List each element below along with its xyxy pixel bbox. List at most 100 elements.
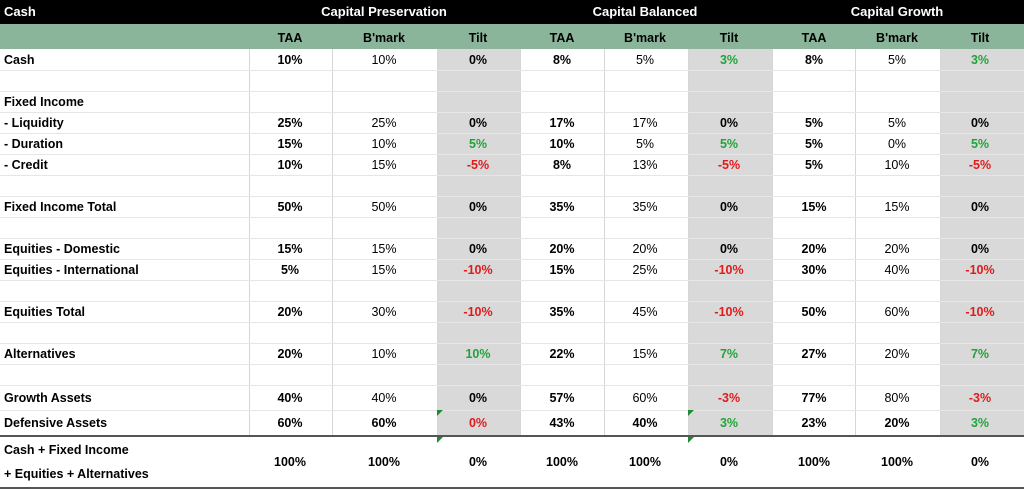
group-title: Capital Growth [850, 4, 944, 19]
row-divider [0, 259, 1024, 260]
table-cell: 0% [468, 242, 488, 256]
table-cell: 40% [632, 416, 658, 430]
column-divider [940, 49, 941, 436]
table-cell: -5% [717, 158, 741, 172]
table-cell: -10% [714, 305, 744, 319]
table-cell: -10% [965, 305, 995, 319]
table-cell: 5% [804, 116, 824, 130]
table-cell: 10% [884, 158, 910, 172]
row-label: Equities Total [4, 305, 86, 319]
table-cell: 15% [277, 242, 303, 256]
column-divider [688, 49, 689, 436]
table-cell: 27% [801, 347, 827, 361]
column-divider [772, 49, 773, 436]
row-divider [0, 280, 1024, 281]
table-cell: -10% [463, 263, 493, 277]
column-header: TAA [801, 31, 827, 45]
table-cell: 40% [884, 263, 910, 277]
comment-marker-icon[interactable] [688, 410, 694, 416]
table-cell: 43% [549, 416, 575, 430]
row-label: Fixed Income [4, 95, 84, 109]
table-cell: 3% [970, 416, 990, 430]
row-divider [0, 322, 1024, 323]
table-cell: 50% [371, 200, 397, 214]
row-divider [0, 91, 1024, 92]
table-cell: 25% [632, 263, 658, 277]
table-cell: -5% [968, 158, 992, 172]
table-cell: 20% [277, 347, 303, 361]
column-header: Tilt [719, 31, 739, 45]
table-cell: 10% [277, 158, 303, 172]
comment-marker-icon[interactable] [437, 437, 443, 443]
table-cell: 15% [801, 200, 827, 214]
table-cell: 35% [632, 200, 658, 214]
table-cell: 60% [632, 391, 658, 405]
row-label: Equities - Domestic [4, 242, 120, 256]
group-title: Capital Preservation [321, 4, 447, 19]
table-cell: -10% [965, 263, 995, 277]
table-cell: 15% [549, 263, 575, 277]
table-cell: 15% [632, 347, 658, 361]
table-cell: -10% [714, 263, 744, 277]
row-divider [0, 175, 1024, 176]
row-label: - Duration [4, 137, 64, 151]
table-cell: 0% [468, 391, 488, 405]
table-cell: 45% [632, 305, 658, 319]
table-cell: 0% [468, 116, 488, 130]
table-cell: 7% [719, 347, 739, 361]
table-cell: 20% [884, 416, 910, 430]
table-cell: 30% [371, 305, 397, 319]
total-cell: 100% [546, 455, 578, 469]
table-cell: 0% [719, 242, 739, 256]
table-cell: 5% [635, 53, 655, 67]
row-divider [0, 70, 1024, 71]
tilt-column-band [437, 49, 520, 436]
row-label: - Liquidity [4, 116, 64, 130]
row-label: Equities - International [4, 263, 139, 277]
header-row [0, 0, 1024, 24]
total-cell: 0% [468, 455, 488, 469]
table-cell: 20% [549, 242, 575, 256]
column-header: Tilt [970, 31, 990, 45]
table-cell: 20% [801, 242, 827, 256]
table-cell: 3% [719, 416, 739, 430]
row-divider [0, 217, 1024, 218]
total-cell: 100% [274, 455, 306, 469]
column-header: Tilt [468, 31, 488, 45]
subheader-row [0, 24, 1024, 49]
table-cell: 15% [277, 137, 303, 151]
table-cell: -10% [463, 305, 493, 319]
table-cell: 5% [804, 158, 824, 172]
table-cell: 17% [632, 116, 658, 130]
table-cell: 5% [887, 53, 907, 67]
comment-marker-icon[interactable] [437, 410, 443, 416]
table-cell: 20% [632, 242, 658, 256]
table-cell: 0% [887, 137, 907, 151]
table-cell: 23% [801, 416, 827, 430]
column-header: B'mark [876, 31, 918, 45]
table-cell: -3% [968, 391, 992, 405]
row-divider [0, 301, 1024, 302]
table-cell: 20% [277, 305, 303, 319]
total-label-line1: Cash + Fixed Income [4, 443, 129, 457]
table-cell: 35% [549, 200, 575, 214]
row-label: - Credit [4, 158, 48, 172]
table-cell: 40% [277, 391, 303, 405]
row-label: Growth Assets [4, 391, 92, 405]
table-cell: 0% [719, 116, 739, 130]
total-cell: 100% [798, 455, 830, 469]
table-cell: 5% [804, 137, 824, 151]
table-cell: 80% [884, 391, 910, 405]
table-cell: 60% [884, 305, 910, 319]
table-cell: 57% [549, 391, 575, 405]
tilt-column-band [688, 49, 772, 436]
table-cell: 5% [635, 137, 655, 151]
table-cell: 77% [801, 391, 827, 405]
table-cell: 35% [549, 305, 575, 319]
row-label: Fixed Income Total [4, 200, 117, 214]
comment-marker-icon[interactable] [688, 437, 694, 443]
total-cell: 100% [368, 455, 400, 469]
table-cell: -5% [466, 158, 490, 172]
column-divider [604, 49, 605, 436]
column-divider [249, 49, 250, 436]
